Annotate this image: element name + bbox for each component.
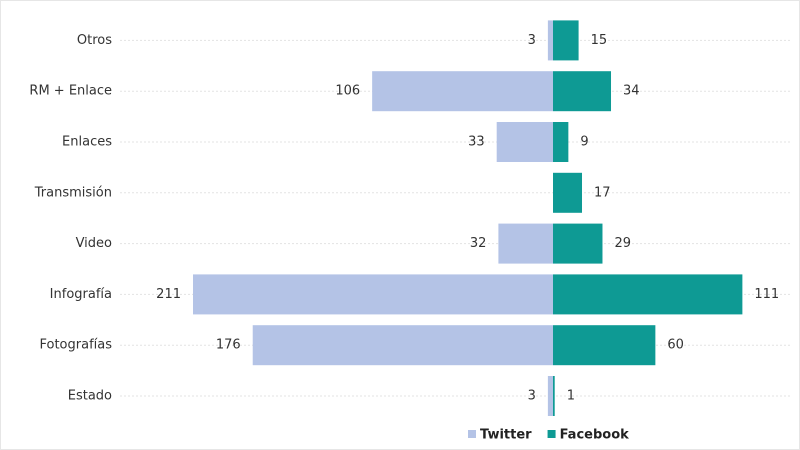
bar <box>553 376 555 416</box>
bar <box>372 71 553 112</box>
bar <box>553 223 603 264</box>
value-label: 111 <box>754 287 779 302</box>
value-label: 3 <box>528 389 536 404</box>
legend-swatch <box>547 430 556 438</box>
category-label: Estado <box>68 389 112 404</box>
value-label: 60 <box>667 338 684 353</box>
category-label: Enlaces <box>62 135 112 150</box>
category-label: Infografía <box>50 287 112 302</box>
bar <box>553 122 569 162</box>
value-label: 3 <box>528 33 536 48</box>
bar <box>553 20 579 61</box>
category-label: RM + Enlace <box>29 84 112 99</box>
value-label: 34 <box>623 84 640 99</box>
bar <box>193 274 553 315</box>
legend-label: Facebook <box>560 428 630 443</box>
value-label: 33 <box>468 135 485 150</box>
value-label: 1 <box>567 389 575 404</box>
value-label: 29 <box>614 236 631 251</box>
legend-swatch <box>468 430 476 438</box>
category-label: Fotografías <box>39 338 112 353</box>
legend-label: Twitter <box>480 428 532 443</box>
bar <box>553 274 743 315</box>
category-label: Transmisión <box>34 185 112 200</box>
bar <box>547 20 553 61</box>
category-label: Otros <box>77 33 112 48</box>
bar <box>547 376 553 416</box>
bar <box>553 71 612 112</box>
value-label: 15 <box>591 33 608 48</box>
bar <box>496 122 553 162</box>
value-label: 211 <box>156 287 181 302</box>
bar <box>498 223 553 264</box>
value-label: 176 <box>216 338 241 353</box>
value-label: 17 <box>594 185 611 200</box>
bar <box>553 325 656 366</box>
value-label: 9 <box>580 135 588 150</box>
bar <box>252 325 553 366</box>
value-label: 106 <box>335 84 360 99</box>
bar <box>553 172 583 213</box>
category-label: Video <box>76 236 112 251</box>
value-label: 32 <box>470 236 487 251</box>
